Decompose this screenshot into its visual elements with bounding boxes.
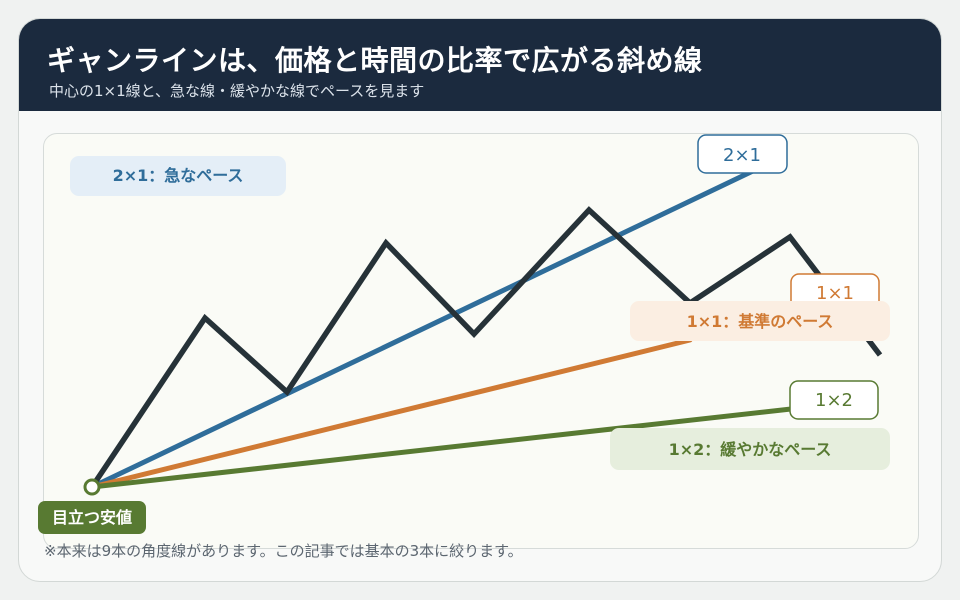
- legend-2x1: 2×1：急なペース: [70, 156, 286, 196]
- page-title: ギャンラインは、価格と時間の比率で広がる斜め線: [47, 44, 703, 77]
- anchor-point: [83, 478, 101, 496]
- tag-2x1-label: 2×1: [723, 145, 761, 166]
- legend-1x1: 1×1：基準のペース: [630, 301, 890, 341]
- price-line: [89, 206, 883, 489]
- gann-line-2x1: [89, 167, 758, 490]
- page-subtitle: 中心の1×1線と、急な線・緩やかな線でペースを見ます: [49, 82, 425, 100]
- footnote: ※本来は9本の角度線があります。この記事では基本の3本に絞ります。: [44, 542, 523, 560]
- header: ギャンラインは、価格と時間の比率で広がる斜め線 中心の1×1線と、急な線・緩やか…: [19, 19, 941, 111]
- legend-1x2: 1×2：緩やかなペース: [610, 428, 890, 470]
- tag-1x1-label: 1×1: [816, 283, 854, 304]
- gann-line-1x2: [89, 405, 803, 490]
- tag-1x2-label: 1×2: [815, 390, 853, 411]
- anchor-label: 目立つ安値: [52, 508, 132, 527]
- legend-1x1-label: 1×1：基準のペース: [687, 312, 834, 331]
- legend-1x2-label: 1×2：緩やかなペース: [669, 440, 832, 459]
- gann-line-1x1: [89, 337, 693, 490]
- tag-1x2: 1×2: [789, 380, 879, 420]
- tag-2x1: 2×1: [697, 134, 788, 174]
- legend-2x1-label: 2×1：急なペース: [113, 166, 244, 185]
- anchor-badge: 目立つ安値: [38, 501, 146, 534]
